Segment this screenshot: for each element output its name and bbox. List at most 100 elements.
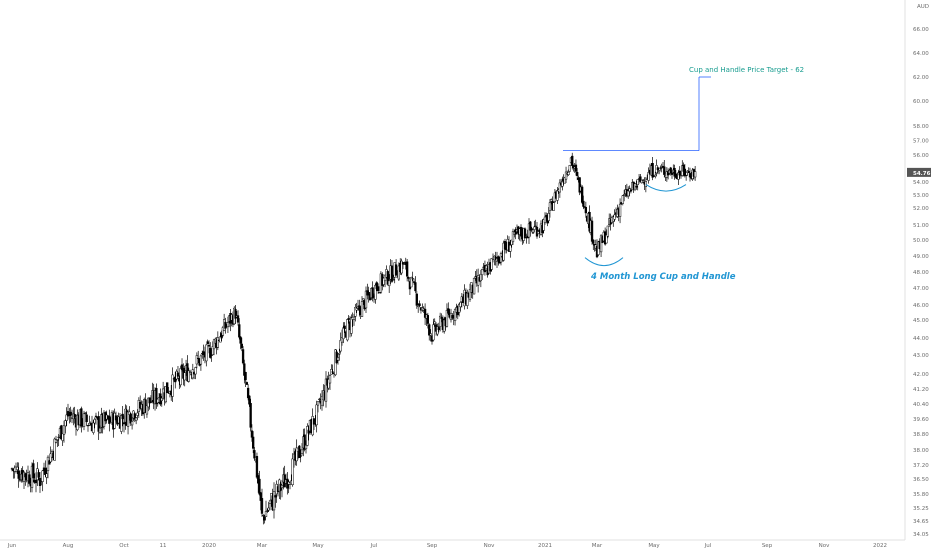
candle-body bbox=[627, 190, 630, 197]
price-tick-label: 34.05 bbox=[913, 532, 929, 538]
cup-handle-annotation: 4 Month Long Cup and Handle bbox=[590, 272, 736, 282]
candle-body bbox=[295, 447, 298, 462]
candle-body bbox=[635, 185, 638, 188]
candle-body bbox=[502, 242, 505, 261]
candle-body bbox=[327, 379, 330, 389]
candle-body bbox=[392, 279, 395, 281]
candle-body bbox=[244, 371, 247, 381]
candle-body bbox=[673, 167, 676, 177]
candle-body bbox=[108, 415, 111, 424]
candle-body bbox=[255, 456, 259, 478]
candle-body bbox=[428, 324, 431, 336]
candle-body bbox=[556, 190, 559, 201]
candle-body bbox=[580, 186, 584, 203]
candle-body bbox=[622, 194, 626, 196]
time-tick-label: Jul bbox=[370, 543, 378, 549]
time-axis[interactable]: Jun Aug Oct 11 2020 Mar May Jul Sep Nov 2021 Mar May… bbox=[7, 543, 887, 549]
candle-body bbox=[166, 382, 169, 393]
candle-body bbox=[669, 167, 672, 174]
price-tick-label: 35.25 bbox=[913, 506, 929, 512]
candle-body bbox=[677, 172, 680, 180]
candle-body bbox=[206, 341, 209, 345]
candle-body bbox=[236, 315, 240, 323]
candle-body bbox=[606, 225, 610, 237]
price-tick-label: 36.50 bbox=[913, 477, 929, 483]
time-tick-label: Oct bbox=[119, 543, 129, 549]
candle-body bbox=[238, 324, 241, 338]
candle-body bbox=[354, 307, 357, 317]
candle-body bbox=[98, 427, 102, 433]
candle-body bbox=[459, 302, 462, 308]
candle-body bbox=[84, 412, 87, 414]
candle-body bbox=[644, 181, 648, 187]
candle-body bbox=[303, 434, 306, 450]
candle-body bbox=[164, 386, 167, 403]
candle-body bbox=[253, 450, 256, 459]
price-tick-label: 38.80 bbox=[913, 432, 929, 438]
candle-body bbox=[350, 317, 353, 334]
candle-body bbox=[678, 170, 681, 176]
candle-body bbox=[148, 397, 151, 404]
candle-body bbox=[241, 349, 245, 364]
candle-body bbox=[347, 318, 350, 320]
candle-body bbox=[48, 460, 51, 465]
candle-body bbox=[245, 382, 249, 385]
candle-body bbox=[298, 445, 301, 458]
candle-body bbox=[497, 256, 500, 262]
candle-body bbox=[660, 167, 663, 169]
candle-body bbox=[65, 414, 68, 421]
candle-body bbox=[60, 425, 63, 440]
candle-body bbox=[336, 357, 340, 361]
price-axis[interactable]: AUD 66.00 64.00 62.00 60.00 58.00 57.00 56.00 5… bbox=[913, 4, 929, 538]
candle-body bbox=[291, 458, 294, 485]
candle-body bbox=[383, 274, 387, 282]
candle-body bbox=[239, 336, 242, 344]
price-tick-label: 50.00 bbox=[913, 238, 929, 244]
candle-body bbox=[44, 467, 47, 475]
candle-body bbox=[299, 455, 302, 457]
candle-body bbox=[259, 492, 262, 501]
price-tick-label: 45.00 bbox=[913, 318, 929, 324]
candle-body bbox=[219, 336, 222, 343]
candle-body bbox=[179, 368, 182, 386]
candle-body bbox=[113, 412, 116, 429]
candle-body bbox=[682, 164, 685, 172]
price-tick-label: 49.00 bbox=[913, 254, 929, 260]
candle-body bbox=[194, 367, 197, 375]
candle-body bbox=[509, 244, 512, 252]
price-tick-label: 42.00 bbox=[913, 372, 929, 378]
price-tick-label: 66.00 bbox=[913, 27, 929, 33]
candle-body bbox=[85, 414, 88, 423]
last-price-tag: 54.76 bbox=[907, 167, 931, 177]
candle-body bbox=[128, 411, 131, 415]
price-tick-label: 38.00 bbox=[913, 448, 929, 454]
time-tick-label: Jul bbox=[704, 543, 712, 549]
candle-body bbox=[567, 171, 570, 175]
candle-body bbox=[94, 415, 98, 417]
candle-body bbox=[584, 207, 588, 214]
candle-body bbox=[240, 343, 243, 349]
candle-body bbox=[568, 165, 571, 172]
candle-body bbox=[93, 419, 96, 424]
candle-body bbox=[199, 355, 203, 365]
candle-body bbox=[647, 172, 650, 181]
candle-body bbox=[66, 411, 70, 417]
last-price-text: 54.76 bbox=[913, 171, 931, 177]
candle-body bbox=[397, 265, 401, 280]
candle-body bbox=[246, 387, 250, 399]
candle-body bbox=[479, 273, 483, 282]
candle-body bbox=[37, 472, 40, 478]
candle-body bbox=[571, 155, 574, 166]
candle-body bbox=[605, 234, 608, 244]
candle-body bbox=[207, 345, 211, 347]
price-tick-label: 52.00 bbox=[913, 206, 929, 212]
price-tick-label: 62.00 bbox=[913, 75, 929, 81]
candle-body bbox=[45, 473, 48, 478]
candle-body bbox=[307, 429, 310, 434]
candle-body bbox=[250, 430, 254, 438]
time-tick-label: May bbox=[312, 543, 324, 549]
price-tick-label: 46.00 bbox=[913, 303, 929, 309]
candle-body bbox=[220, 333, 223, 339]
candle-body bbox=[41, 470, 44, 482]
